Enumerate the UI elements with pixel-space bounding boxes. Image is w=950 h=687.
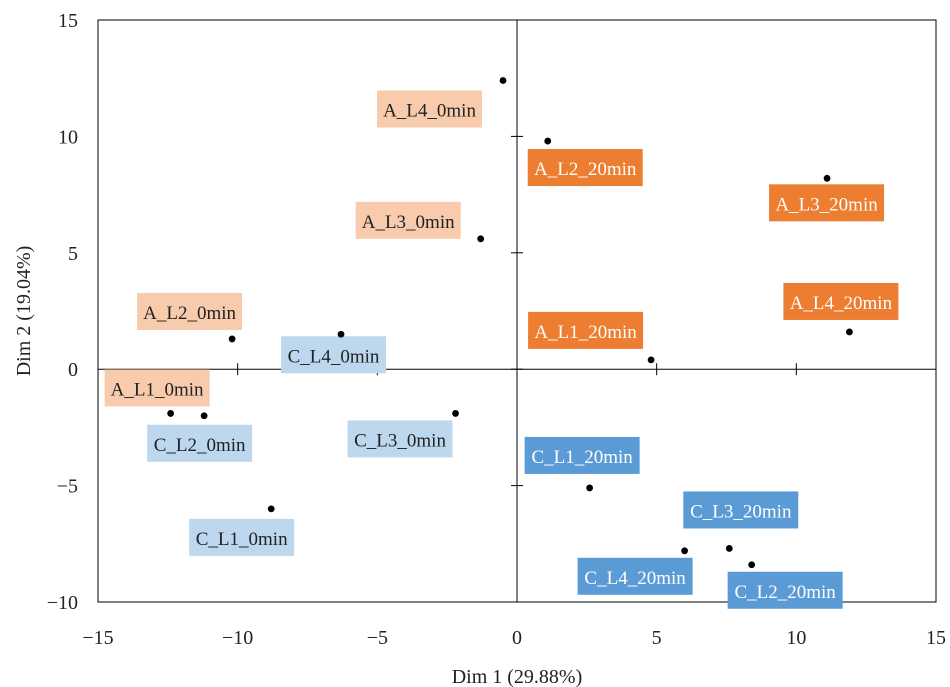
point-label: A_L3_20min — [775, 194, 878, 215]
point-label-box — [527, 149, 643, 187]
data-point — [167, 410, 175, 417]
point-label-box — [528, 311, 644, 349]
data-point — [228, 335, 236, 343]
y-tick-label: −10 — [47, 592, 78, 614]
point-label: C_L3_0min — [354, 430, 446, 451]
point-label-box — [727, 571, 843, 609]
x-axis-title: Dim 1 (29.88%) — [452, 666, 583, 687]
data-point — [477, 235, 485, 243]
point-label-box — [137, 292, 243, 330]
point-label: C_L2_20min — [734, 582, 836, 603]
point-label-box — [783, 282, 899, 320]
x-tick-label: 0 — [512, 627, 522, 649]
point-label-box — [347, 420, 453, 458]
x-tick-label: −5 — [367, 627, 388, 649]
point-label-box — [683, 491, 799, 529]
data-point — [846, 328, 853, 336]
data-point — [586, 484, 594, 492]
point-label: A_L1_0min — [111, 379, 204, 400]
y-tick-label: 15 — [58, 10, 78, 32]
data-point — [337, 330, 345, 338]
point-label-box — [189, 518, 295, 556]
data-point — [200, 412, 208, 420]
point-label-box — [355, 201, 461, 239]
point-label: C_L1_0min — [196, 529, 288, 550]
axes — [97, 19, 937, 603]
point-label: C_L1_20min — [531, 447, 633, 468]
point-label: C_L3_20min — [690, 501, 792, 522]
data-point — [452, 410, 459, 417]
data-point — [499, 77, 507, 84]
point-label: A_L2_20min — [534, 159, 637, 180]
point-label: C_L2_0min — [154, 435, 246, 456]
data-point — [681, 547, 688, 555]
data-point — [823, 174, 831, 182]
point-label: C_L4_0min — [288, 346, 380, 367]
point-label-box — [377, 90, 483, 128]
point-label-box — [281, 336, 387, 374]
x-tick-label: 5 — [652, 627, 662, 649]
data-point — [544, 137, 552, 145]
point-label-box — [147, 424, 253, 462]
x-tick-label: −15 — [82, 627, 113, 649]
data-point — [748, 561, 756, 569]
y-axis-title: Dim 2 (19.04%) — [13, 246, 35, 377]
point-label: A_L1_20min — [534, 322, 637, 343]
x-tick-label: 15 — [926, 627, 946, 649]
y-tick-label: 5 — [68, 243, 78, 265]
point-label-box — [769, 184, 885, 222]
point-label: A_L4_0min — [383, 101, 476, 122]
point-label: C_L4_20min — [584, 568, 686, 589]
data-point — [647, 356, 655, 364]
x-tick-label: −10 — [222, 627, 253, 649]
point-labels: A_L1_0min A_L2_0min A_L3_0min A_L4_0min A_L1… — [104, 90, 899, 609]
point-label-box — [524, 436, 640, 474]
data-point — [267, 505, 275, 513]
y-tick-label: 0 — [68, 359, 78, 381]
y-tick-label: 10 — [58, 126, 78, 148]
y-tick-label: −5 — [57, 476, 78, 498]
point-label: A_L2_0min — [143, 303, 236, 324]
point-label: A_L3_0min — [362, 212, 455, 233]
data-points — [167, 77, 853, 569]
point-label-box — [577, 557, 693, 595]
point-label-box — [104, 369, 210, 407]
data-point — [725, 545, 733, 552]
point-label: A_L4_20min — [790, 293, 893, 314]
x-tick-label: 10 — [786, 627, 806, 649]
